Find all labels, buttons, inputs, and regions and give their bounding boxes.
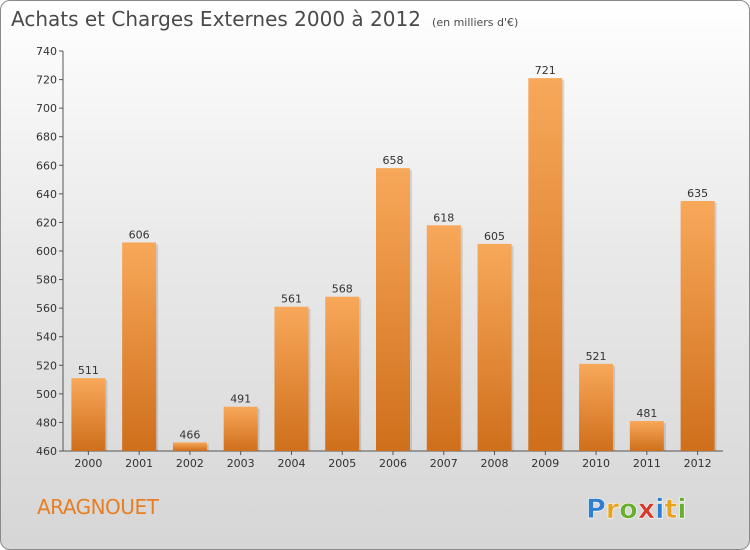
data-label-2008: 605 — [484, 230, 505, 243]
x-tick-label: 2001 — [125, 457, 153, 470]
y-axis: 460 480 500 520 540 560 580 600 620 640 660 680 700 7… — [36, 45, 64, 458]
bar-2001 — [122, 242, 157, 451]
data-label-2000: 511 — [78, 364, 99, 377]
y-tick-label: 680 — [36, 131, 57, 144]
bar-2002 — [172, 442, 207, 451]
chart-title-main: Achats et Charges Externes 2000 à 2012 — [11, 7, 421, 31]
bar-2005 — [325, 296, 360, 451]
svg-text:Proxiti: Proxiti — [586, 494, 687, 525]
bar-2012 — [680, 201, 715, 451]
proxiti-logo[interactable]: Proxiti — [584, 489, 694, 529]
data-label-2006: 658 — [383, 154, 404, 167]
x-tick-label: 2002 — [176, 457, 204, 470]
bars — [71, 78, 717, 452]
x-tick-label: 2007 — [430, 457, 458, 470]
bar-2009 — [528, 78, 563, 452]
data-label-2009: 721 — [535, 64, 556, 77]
y-tick-label: 500 — [36, 388, 57, 401]
bar-2007 — [426, 225, 461, 451]
y-tick-label: 520 — [36, 359, 57, 372]
bar-2003 — [223, 406, 258, 451]
x-tick-label: 2010 — [582, 457, 610, 470]
data-label-2012: 635 — [687, 187, 708, 200]
x-tick-label: 2008 — [481, 457, 509, 470]
data-label-2003: 491 — [230, 393, 251, 406]
y-tick-label: 620 — [36, 216, 57, 229]
chart-title-unit: (en milliers d'€) — [432, 16, 519, 29]
y-tick-label: 740 — [36, 45, 57, 58]
chart-title: Achats et Charges Externes 2000 à 2012 (… — [11, 7, 518, 31]
data-labels: 511 606 466 491 561 568 658 618 605 721 521 481 635 — [78, 64, 708, 441]
y-tick-label: 540 — [36, 331, 57, 344]
x-tick-label: 2004 — [277, 457, 305, 470]
x-tick-label: 2012 — [684, 457, 712, 470]
x-tick-label: 2006 — [379, 457, 407, 470]
y-tick-label: 700 — [36, 102, 57, 115]
data-label-2001: 606 — [129, 228, 150, 241]
bar-2008 — [477, 243, 512, 451]
data-label-2010: 521 — [586, 350, 607, 363]
x-tick-label: 2011 — [633, 457, 661, 470]
y-tick-label: 600 — [36, 245, 57, 258]
y-tick-label: 660 — [36, 159, 57, 172]
bar-2006 — [376, 168, 410, 451]
commune-name: ARAGNOUET — [37, 495, 159, 519]
data-label-2002: 466 — [179, 428, 200, 441]
x-tick-label: 2000 — [74, 457, 102, 470]
y-tick-label: 460 — [36, 445, 57, 458]
y-tick-label: 720 — [36, 74, 57, 87]
bar-2000 — [71, 378, 106, 451]
x-tick-label: 2003 — [227, 457, 255, 470]
bar-2010 — [579, 363, 614, 451]
y-tick-label: 560 — [36, 302, 57, 315]
data-label-2011: 481 — [636, 407, 657, 420]
bar-2004 — [274, 306, 309, 451]
data-label-2005: 568 — [332, 283, 353, 296]
x-axis: 2000 2001 2002 2003 2004 2005 2006 2007 2008 2009… — [63, 450, 723, 470]
y-tick-label: 580 — [36, 274, 57, 287]
data-label-2004: 561 — [281, 293, 302, 306]
y-tick-label: 480 — [36, 416, 57, 429]
y-tick-label: 640 — [36, 188, 57, 201]
x-tick-label: 2005 — [328, 457, 356, 470]
data-label-2007: 618 — [433, 211, 454, 224]
bar-2011 — [629, 421, 664, 451]
x-tick-label: 2009 — [531, 457, 559, 470]
